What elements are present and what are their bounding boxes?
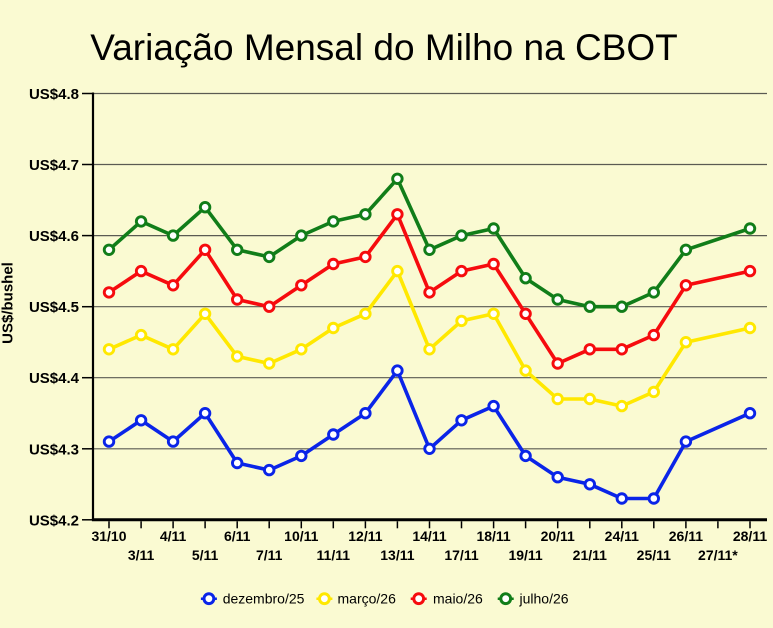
svg-text:18/11: 18/11	[476, 528, 510, 544]
svg-text:25/11: 25/11	[637, 547, 671, 563]
svg-text:maio/26: maio/26	[433, 591, 483, 607]
svg-text:US$4.2: US$4.2	[29, 512, 79, 529]
svg-text:27/11*: 27/11*	[698, 547, 738, 563]
svg-text:março/26: março/26	[338, 591, 397, 607]
svg-text:US$4.8: US$4.8	[29, 86, 79, 103]
svg-text:28/11: 28/11	[733, 528, 767, 544]
svg-text:US$4.3: US$4.3	[29, 441, 79, 458]
svg-text:julho/26: julho/26	[519, 591, 569, 607]
svg-text:31/10: 31/10	[91, 528, 126, 544]
svg-text:13/11: 13/11	[380, 547, 414, 563]
svg-text:14/11: 14/11	[412, 528, 446, 544]
svg-text:19/11: 19/11	[508, 547, 542, 563]
svg-text:US$4.4: US$4.4	[29, 370, 80, 387]
svg-text:20/11: 20/11	[541, 528, 575, 544]
svg-text:US$/bushel: US$/bushel	[0, 262, 17, 344]
svg-text:US$4.6: US$4.6	[29, 228, 79, 245]
svg-text:6/11: 6/11	[224, 528, 251, 544]
svg-text:26/11: 26/11	[669, 528, 703, 544]
svg-text:4/11: 4/11	[160, 528, 187, 544]
svg-text:12/11: 12/11	[348, 528, 382, 544]
svg-text:dezembro/25: dezembro/25	[223, 591, 305, 607]
svg-text:7/11: 7/11	[256, 547, 283, 563]
svg-text:17/11: 17/11	[444, 547, 478, 563]
svg-text:5/11: 5/11	[192, 547, 219, 563]
svg-text:10/11: 10/11	[284, 528, 318, 544]
svg-text:US$4.5: US$4.5	[29, 299, 79, 316]
svg-text:3/11: 3/11	[128, 547, 155, 563]
svg-text:11/11: 11/11	[317, 547, 351, 563]
svg-text:24/11: 24/11	[605, 528, 639, 544]
svg-text:Variação Mensal do Milho na CB: Variação Mensal do Milho na CBOT	[90, 27, 677, 68]
svg-text:21/11: 21/11	[573, 547, 607, 563]
svg-text:US$4.7: US$4.7	[29, 157, 79, 174]
